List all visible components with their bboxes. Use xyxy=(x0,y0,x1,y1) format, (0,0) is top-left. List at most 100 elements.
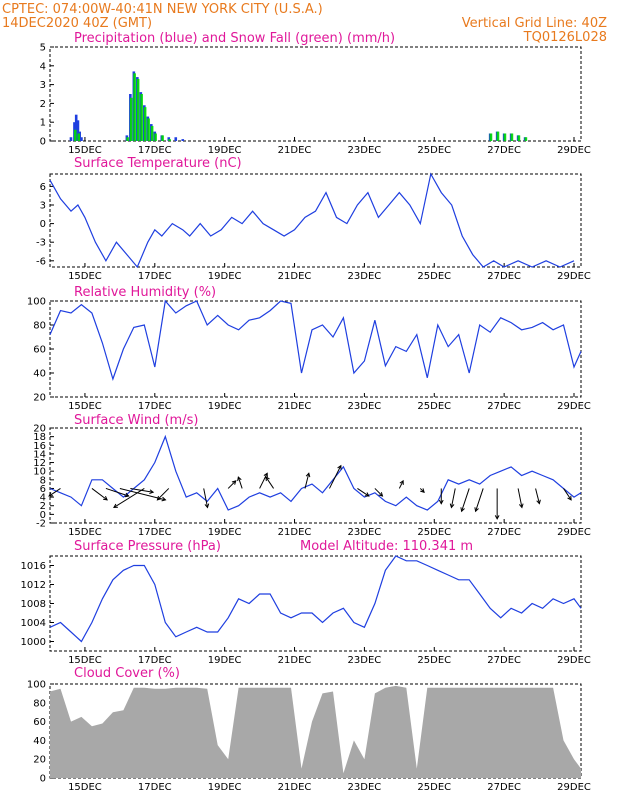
wind-arrow xyxy=(48,488,61,497)
precip-y-tick-label: 3 xyxy=(40,80,46,91)
header-date: 14DEC2020 40Z (GMT) xyxy=(2,16,152,31)
rh-x-tick-label: 15DEC xyxy=(68,401,102,412)
precip-x-tick-label: 15DEC xyxy=(68,145,102,156)
pressure-y-tick-label: 1008 xyxy=(21,599,46,610)
precip-bar xyxy=(161,135,164,141)
pressure-series-line xyxy=(49,555,582,643)
temp-y-tick-label: 0 xyxy=(40,219,46,230)
wind-y-tick-label: 8 xyxy=(40,475,46,486)
precip-bar xyxy=(517,135,521,141)
precip-bar xyxy=(69,137,73,141)
wind-arrow-head xyxy=(124,492,130,498)
wind-arrow-head xyxy=(103,496,108,501)
header-grid-line: Vertical Grid Line: 40Z xyxy=(462,16,607,31)
wind-arrow-head xyxy=(305,472,311,478)
precip-bar xyxy=(126,137,129,141)
wind-x-tick-label: 19DEC xyxy=(208,527,242,538)
precip-bar xyxy=(524,137,528,141)
precip-panel-title: Precipitation (blue) and Snow Fall (gree… xyxy=(74,31,395,46)
rh-x-tick-label: 19DEC xyxy=(208,401,242,412)
temp-x-tick-label: 15DEC xyxy=(68,271,102,282)
precip-x-tick-label: 19DEC xyxy=(208,145,242,156)
wind-arrow xyxy=(227,480,237,489)
wind-arrow xyxy=(450,488,456,508)
temp-x-tick-label: 21DEC xyxy=(278,271,312,282)
rh-x-tick-label: 25DEC xyxy=(417,401,451,412)
precip-y-tick-label: 1 xyxy=(40,118,46,129)
wind-y-tick-label: -2 xyxy=(36,519,46,530)
cloud-y-tick-label: 80 xyxy=(33,698,46,709)
wind-arrow-head xyxy=(518,503,524,509)
wind-arrow-head xyxy=(149,489,155,495)
temp-y-tick-label: -6 xyxy=(36,256,46,267)
wind-x-tick-label: 17DEC xyxy=(138,527,172,538)
pressure-y-tick-label: 1012 xyxy=(21,580,46,591)
wind-arrow-head xyxy=(378,492,384,497)
rh-y-tick-label: 20 xyxy=(33,393,46,404)
precip-bar xyxy=(168,139,171,141)
cloud-y-tick-label: 60 xyxy=(33,717,46,728)
precip-bar xyxy=(136,78,140,141)
pressure-x-tick-label: 23DEC xyxy=(348,655,382,666)
wind-arrow-head xyxy=(364,492,370,497)
rh-plot-frame xyxy=(49,300,582,398)
pressure-x-tick-label: 21DEC xyxy=(278,655,312,666)
header-model-code: TQ0126L028 xyxy=(523,30,607,45)
rh-x-tick-label: 29DEC xyxy=(557,401,591,412)
wind-arrow xyxy=(398,480,404,489)
wind-x-tick-label: 27DEC xyxy=(487,527,521,538)
wind-arrow xyxy=(563,488,572,501)
precip-bar xyxy=(147,118,150,141)
wind-y-tick-label: 12 xyxy=(33,458,46,469)
pressure-x-tick-label: 25DEC xyxy=(417,655,451,666)
temp-y-tick-label: 6 xyxy=(40,182,46,193)
wind-arrow xyxy=(105,487,129,497)
cloud-y-tick-label: 100 xyxy=(27,680,46,691)
cloud-panel-title: Cloud Cover (%) xyxy=(74,666,180,681)
precip-x-tick-label: 27DEC xyxy=(487,145,521,156)
precip-x-tick-label: 23DEC xyxy=(348,145,382,156)
precip-x-tick-label: 25DEC xyxy=(417,145,451,156)
rh-y-tick-label: 80 xyxy=(33,321,46,332)
precip-bar xyxy=(489,133,493,141)
temp-x-tick-label: 25DEC xyxy=(417,271,451,282)
wind-arrow xyxy=(304,473,310,489)
temp-y-tick-label: -3 xyxy=(36,238,46,249)
wind-arrow xyxy=(203,488,209,508)
wind-arrow-head xyxy=(567,495,572,501)
pressure-panel-title: Surface Pressure (hPa) xyxy=(74,539,221,554)
wind-x-tick-label: 29DEC xyxy=(557,527,591,538)
precip-bar xyxy=(74,114,78,141)
wind-arrow xyxy=(374,488,383,497)
cloud-x-tick-label: 23DEC xyxy=(348,782,382,793)
pressure-x-tick-label: 17DEC xyxy=(138,655,172,666)
rh-y-tick-label: 60 xyxy=(33,345,46,356)
wind-arrow xyxy=(461,488,470,512)
precip-plot-frame xyxy=(49,46,582,142)
wind-arrow-head xyxy=(399,479,404,485)
wind-arrow-head xyxy=(48,492,54,497)
wind-y-tick-label: 18 xyxy=(33,432,46,443)
precip-bar xyxy=(80,137,83,141)
precip-bar xyxy=(76,120,80,141)
cloud-x-tick-label: 27DEC xyxy=(487,782,521,793)
precip-bar xyxy=(503,133,507,141)
wind-arrow-head xyxy=(494,515,500,520)
precip-bar xyxy=(73,129,77,141)
cloud-x-tick-label: 25DEC xyxy=(417,782,451,793)
rh-panel-title: Relative Humidity (%) xyxy=(74,285,216,300)
pressure-y-tick-label: 1016 xyxy=(21,561,46,572)
wind-arrow-head xyxy=(438,499,444,505)
wind-arrow-head xyxy=(161,496,167,502)
rh-y-tick-label: 100 xyxy=(27,297,46,308)
pressure-plot-frame xyxy=(49,555,582,652)
temp-x-tick-label: 17DEC xyxy=(138,271,172,282)
temp-series-line xyxy=(49,172,575,269)
precip-bar xyxy=(174,137,178,141)
wind-arrow-head xyxy=(265,476,270,482)
pressure-x-tick-label: 15DEC xyxy=(68,655,102,666)
temp-panel-title: Surface Temperature (nC) xyxy=(74,156,242,171)
temp-x-tick-label: 29DEC xyxy=(557,271,591,282)
precip-y-tick-label: 4 xyxy=(40,61,46,72)
